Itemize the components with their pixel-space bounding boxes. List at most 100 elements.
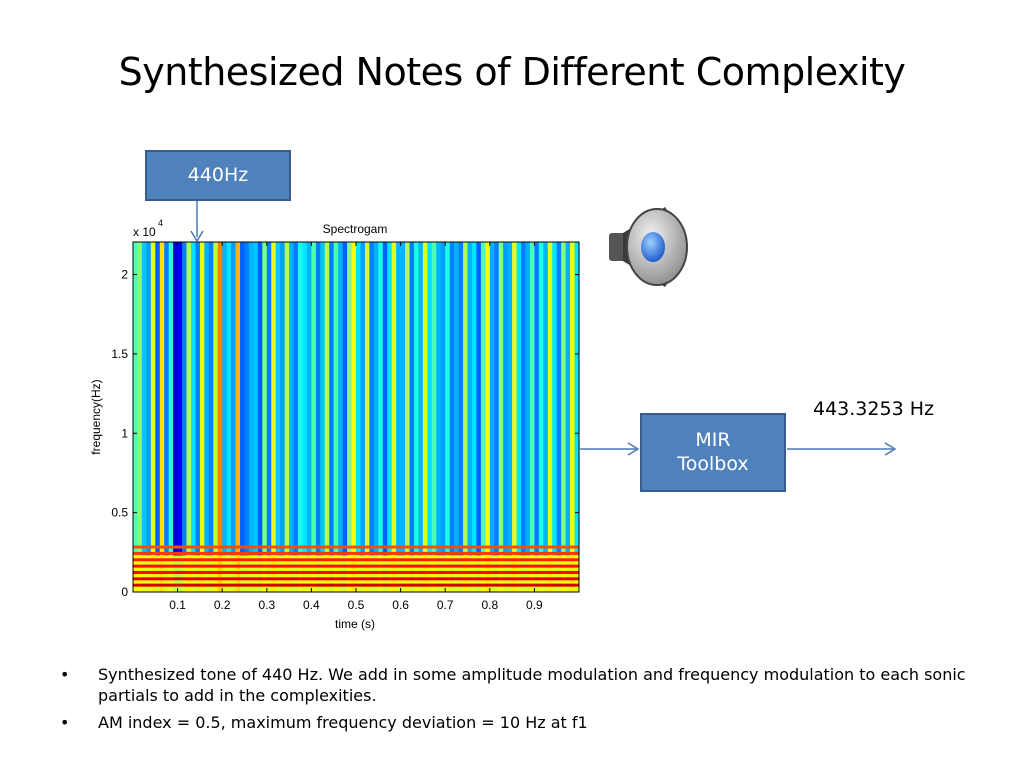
spectrogram-frame <box>418 242 424 556</box>
spectrogram-frame <box>329 242 335 556</box>
spectrogram-frame <box>525 242 531 556</box>
spectrogram-frame <box>293 242 299 556</box>
axis-ticks: 0.1 0.2 0.3 0.4 0.5 0.6 0.7 0.8 0.9 0 0.5 1 1.5 2 <box>111 242 579 612</box>
spectrogram-frame <box>480 242 486 556</box>
x-axis-label: time (s) <box>335 617 375 631</box>
spectrogram-frame <box>195 242 201 556</box>
bullet-dot-icon: • <box>60 665 70 684</box>
mir-toolbox-line-2: Toolbox <box>677 452 749 475</box>
spectrogram-frame <box>427 242 433 556</box>
spectrogram-frame <box>146 242 152 556</box>
spectrogram-frame <box>431 242 437 556</box>
spectrogram-frame <box>217 242 223 556</box>
harmonic-row <box>133 551 579 555</box>
spectrogram-frame <box>396 242 402 556</box>
spectrogram-frame <box>552 242 558 556</box>
spectrogram-frame <box>351 242 357 556</box>
spectrogram-frame <box>507 242 513 556</box>
spectrogram-frame <box>208 242 214 556</box>
spectrogram-frame <box>150 242 156 556</box>
spectrogram-frame <box>498 242 504 556</box>
spectrogram-frame <box>240 242 246 556</box>
spectrogram-frame <box>248 242 255 556</box>
y-axis-label: frequency(Hz) <box>89 379 103 454</box>
spectrogram-frame <box>458 242 464 556</box>
spectrogram-frame <box>547 242 553 556</box>
spectrogram-frame <box>280 242 286 556</box>
spectrogram-frame <box>289 242 295 556</box>
spectrogram-frame <box>489 242 495 556</box>
x-tick-label: 0.5 <box>348 598 365 612</box>
y-tick-label: 0 <box>121 585 128 599</box>
spectrogram-frame <box>565 242 571 556</box>
spectrogram-frame <box>275 242 281 556</box>
bullet-item: • AM index = 0.5, maximum frequency devi… <box>60 713 980 734</box>
bullet-list: • Synthesized tone of 440 Hz. We add in … <box>60 665 980 739</box>
spectrogram-frame <box>516 242 522 556</box>
x-tick-label: 0.6 <box>392 598 409 612</box>
arrow-icon <box>190 230 204 243</box>
harmonic-row <box>133 583 579 587</box>
spectrogram-frame <box>213 242 219 556</box>
spectrogram-frame <box>347 242 353 556</box>
spectrogram-frame <box>338 242 344 556</box>
spectrogram-frame <box>422 242 428 556</box>
spectrogram-frame <box>137 242 143 556</box>
spectrogram-frame <box>445 242 451 556</box>
spectrogram-frame <box>315 242 321 556</box>
spectrogram-frame <box>231 242 237 556</box>
spectrogram-frame <box>463 242 469 556</box>
spectrogram-frame <box>356 242 362 556</box>
spectrogram-frame <box>382 242 388 556</box>
spectrogram-frame <box>177 242 183 556</box>
spectrogram-frame <box>235 242 241 556</box>
spectrogram-frame <box>262 242 268 556</box>
spectrogram-frame <box>253 242 259 556</box>
spectrogram-frame <box>449 242 455 556</box>
harmonic-row <box>133 570 579 574</box>
bullet-text: AM index = 0.5, maximum frequency deviat… <box>98 712 588 732</box>
spectrogram-frame <box>387 242 393 556</box>
spectrogram-frame <box>302 242 308 556</box>
spectrogram-frame <box>534 242 540 556</box>
spectrogram-frame <box>409 242 415 556</box>
spectrogram-frame <box>324 242 330 556</box>
spectrogram-frame <box>503 242 509 556</box>
slide-title: Synthesized Notes of Different Complexit… <box>118 50 906 94</box>
spectrogram-frame <box>400 242 406 556</box>
spectrogram-frame <box>311 242 317 556</box>
arrow-icon <box>884 442 897 456</box>
x-tick-label: 0.4 <box>303 598 320 612</box>
spectrogram-frame <box>405 242 411 556</box>
spectrogram-frame <box>440 242 446 556</box>
harmonic-row <box>133 564 579 568</box>
speaker-icon[interactable] <box>605 203 697 291</box>
spectrogram-frame <box>222 242 228 556</box>
spectrogram-frame <box>173 242 179 556</box>
spectrogram-frame <box>538 242 544 556</box>
spectrogram-frame <box>306 242 312 556</box>
y-tick-label: 1 <box>121 426 128 440</box>
spectrogram-frame <box>164 242 170 556</box>
spectrogram-frame <box>512 242 518 556</box>
spectrogram-frame <box>271 242 277 556</box>
spectrogram-frame <box>190 242 197 556</box>
spectrogram-frame <box>364 242 370 556</box>
y-tick-label: 2 <box>121 268 128 282</box>
spectrogram-frame <box>570 242 576 556</box>
y-exponent: 4 <box>158 218 163 228</box>
y-multiplier: x 10 <box>133 225 156 239</box>
spectrogram-frame <box>521 242 527 556</box>
spectrogram-heatmap <box>133 242 580 592</box>
spectrogram-frame <box>467 242 473 556</box>
spectrogram-frame <box>333 242 339 556</box>
arrow-icon <box>627 442 640 456</box>
spectrogram-frame <box>284 242 290 556</box>
spectrogram-frame <box>226 242 232 556</box>
spectrogram-frame <box>155 242 161 556</box>
spectrogram-frame <box>266 242 272 556</box>
spectrogram-frame <box>199 242 205 556</box>
mir-toolbox-line-1: MIR <box>695 428 731 451</box>
spectrogram-frame <box>360 242 366 556</box>
